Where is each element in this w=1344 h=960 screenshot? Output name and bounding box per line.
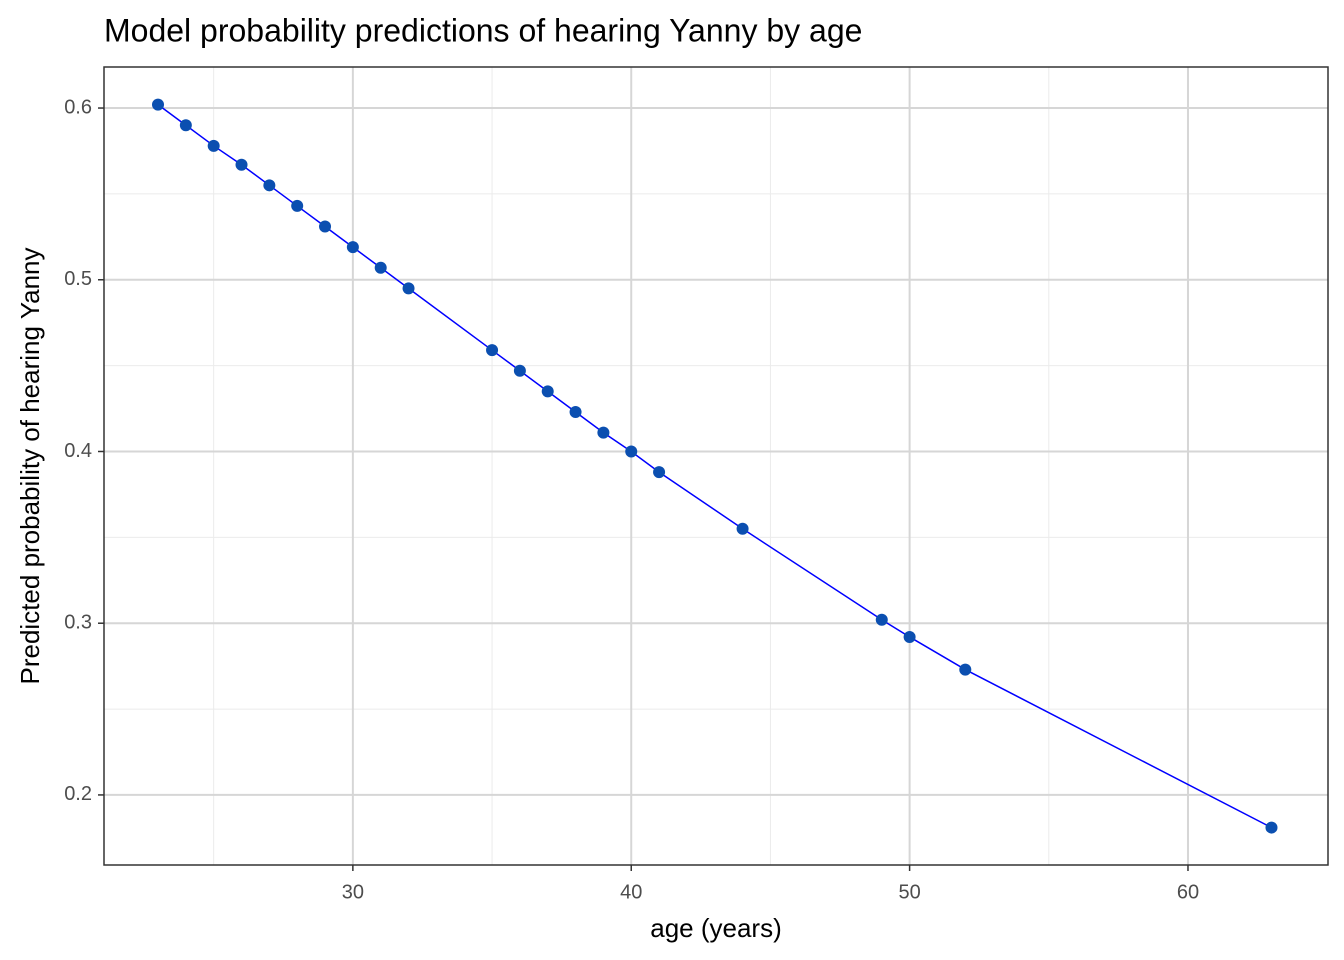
point [291, 199, 304, 212]
point [207, 139, 220, 152]
line [157, 104, 1272, 829]
point [625, 445, 638, 458]
chart-title: Model probability predictions of hearing… [104, 12, 862, 48]
x-axis-title: age (years) [650, 913, 782, 943]
x-tick-label: 60 [1177, 881, 1199, 903]
point [486, 344, 499, 357]
point [569, 405, 582, 418]
point [346, 241, 359, 254]
y-tick-label: 0.3 [64, 611, 92, 633]
x-tick-label: 40 [620, 881, 642, 903]
point [179, 119, 192, 132]
point [875, 613, 888, 626]
point [374, 261, 387, 274]
panel-border [103, 66, 1329, 866]
point [903, 630, 916, 643]
x-tick-label: 50 [898, 881, 920, 903]
point [152, 98, 165, 111]
x-tick-label: 30 [342, 881, 364, 903]
point [541, 385, 554, 398]
y-tick-label: 0.4 [64, 440, 92, 462]
point [736, 522, 749, 535]
point [653, 466, 666, 479]
point [597, 426, 610, 439]
point [513, 364, 526, 377]
y-axis-title: Predicted probability of hearing Yanny [15, 248, 45, 685]
y-tick-label: 0.6 [64, 96, 92, 118]
y-tick-label: 0.5 [64, 268, 92, 290]
point [1265, 821, 1278, 834]
y-tick-label: 0.2 [64, 783, 92, 805]
point [402, 282, 415, 295]
point [235, 158, 248, 171]
point [319, 220, 332, 233]
point [263, 179, 276, 192]
point [959, 663, 972, 676]
